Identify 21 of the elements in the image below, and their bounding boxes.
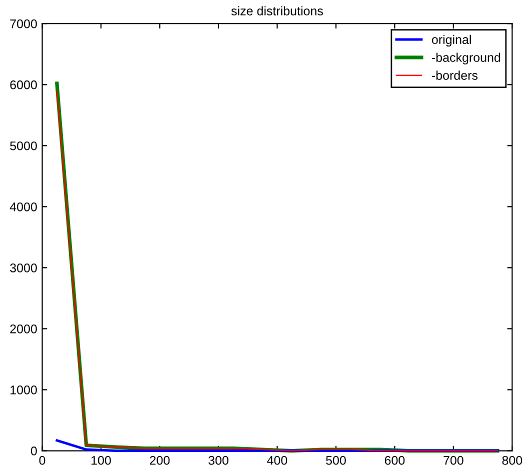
x-tick-label: 800: [502, 456, 522, 465]
x-tick-label: 0: [39, 456, 46, 465]
legend-label: -borders: [432, 70, 478, 80]
y-tick-label: 4000: [10, 202, 37, 212]
legend-label: original: [432, 34, 471, 46]
x-tick-label: 300: [208, 456, 228, 465]
legend-label: -background: [432, 52, 500, 64]
y-tick-label: 7000: [10, 19, 37, 28]
y-tick-label: 0: [30, 446, 37, 456]
y-tick-label: 1000: [10, 386, 37, 394]
x-tick-label: 600: [384, 456, 405, 465]
chart-title: size distributions: [231, 6, 323, 16]
y-tick-label: 6000: [10, 80, 37, 90]
x-tick-label: 200: [150, 456, 170, 465]
y-tick-label: 2000: [10, 324, 37, 334]
x-tick-label: 700: [444, 456, 464, 465]
y-tick-label: 3000: [10, 263, 37, 272]
x-tick-label: 500: [326, 456, 346, 465]
x-tick-label: 100: [92, 456, 111, 465]
y-tick-label: 5000: [10, 141, 37, 150]
x-tick-label: 400: [267, 456, 288, 465]
